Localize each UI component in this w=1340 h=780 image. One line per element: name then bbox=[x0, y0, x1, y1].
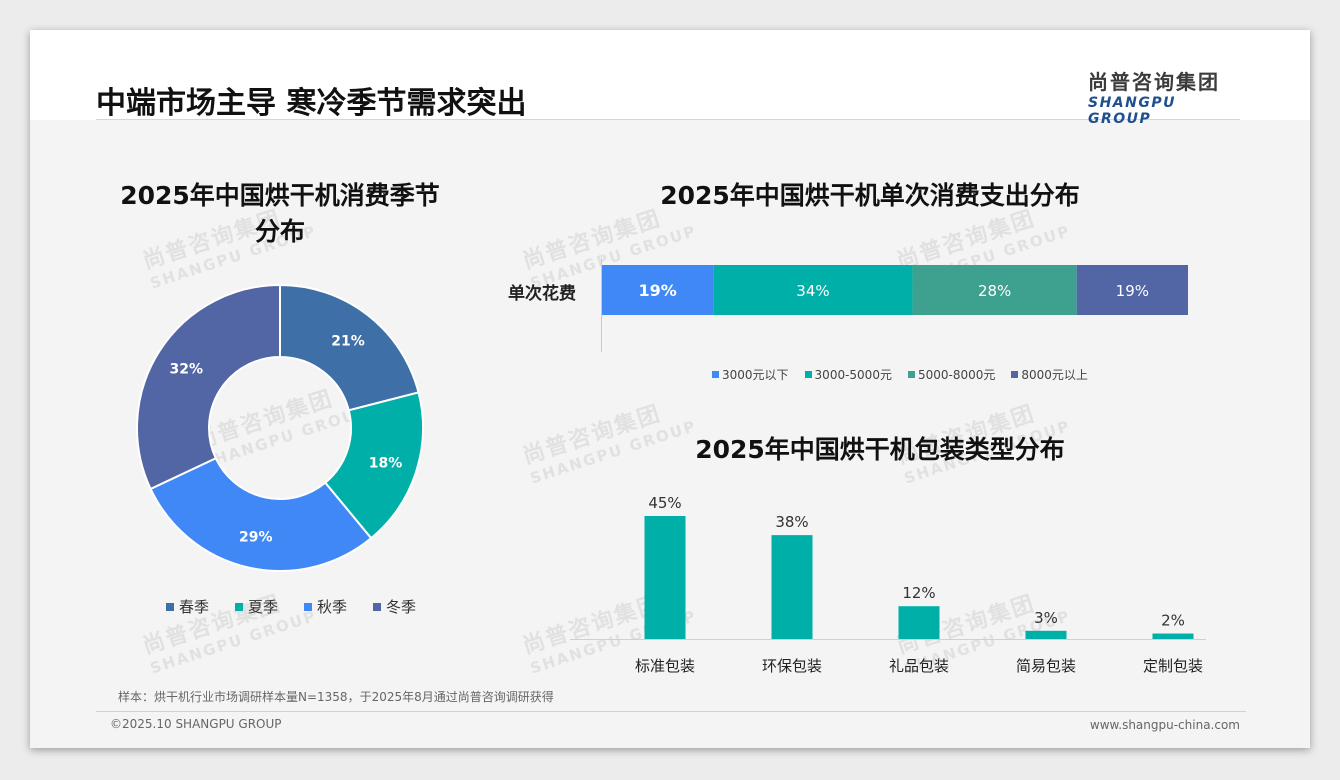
slide: 中端市场主导 寒冷季节需求突出 尚普咨询集团 SHANGPU GROUP 尚普咨… bbox=[30, 30, 1310, 748]
logo-cn-text: 尚普咨询集团 bbox=[1088, 70, 1220, 94]
legend-item: 5000-8000元 bbox=[907, 366, 996, 383]
footer-divider bbox=[96, 711, 1246, 712]
legend-item: 春季 bbox=[166, 596, 209, 617]
column-data-label: 2% bbox=[1161, 612, 1185, 630]
column-category-label: 环保包装 bbox=[762, 657, 822, 675]
donut-data-label: 29% bbox=[239, 529, 273, 545]
logo-en-text: SHANGPU GROUP bbox=[1088, 95, 1176, 127]
legend-swatch bbox=[804, 371, 812, 378]
watermark: 尚普咨询集团 SHANGPU GROUP bbox=[139, 591, 319, 678]
legend-label: 3000元以下 bbox=[722, 368, 789, 382]
stack-segment-3 bbox=[912, 265, 1077, 315]
legend-label: 冬季 bbox=[386, 598, 417, 616]
legend-item: 冬季 bbox=[373, 596, 416, 617]
spend-stacked-bar-chart: 19% 34% 28% 19% bbox=[601, 258, 1188, 352]
legend-item: 8000元以上 bbox=[1011, 366, 1088, 383]
donut-data-label: 21% bbox=[331, 333, 365, 349]
legend-item: 3000元以下 bbox=[712, 366, 789, 383]
legend-swatch bbox=[907, 371, 915, 378]
header-divider bbox=[96, 119, 1240, 120]
legend-swatch bbox=[304, 602, 313, 611]
spend-chart-title: 2025年中国烘干机单次消费支出分布 bbox=[660, 181, 1080, 210]
legend-label: 3000-5000元 bbox=[814, 368, 892, 382]
column-category-label: 定制包装 bbox=[1143, 657, 1203, 675]
footer-copyright: ©2025.10 SHANGPU GROUP bbox=[110, 717, 282, 731]
legend-label: 秋季 bbox=[317, 598, 348, 616]
sample-note: 样本：烘干机行业市场调研样本量N=1358，于2025年8月通过尚普咨询调研获得 bbox=[118, 690, 554, 704]
page-title: 中端市场主导 寒冷季节需求突出 bbox=[96, 86, 527, 121]
spend-row-label: 单次花费 bbox=[508, 284, 576, 304]
legend-swatch bbox=[1011, 371, 1019, 378]
column-data-label: 38% bbox=[775, 513, 808, 531]
stack-data-label: 34% bbox=[796, 282, 829, 300]
donut-slice-2 bbox=[323, 391, 424, 540]
package-column-chart: 45% 标准包装 38% 环保包装 12% 礼品包装 3% 简易包装 2% 定制包装 bbox=[570, 494, 1206, 675]
column-bar-4 bbox=[1025, 630, 1067, 639]
logo: 尚普咨询集团 SHANGPU GROUP bbox=[1088, 66, 1238, 127]
column-bar-5 bbox=[1152, 633, 1194, 639]
stack-segment-4 bbox=[1076, 265, 1188, 315]
season-donut-chart: 21% 18% 29% 32% bbox=[136, 283, 424, 572]
legend-swatch bbox=[166, 602, 174, 611]
column-data-label: 3% bbox=[1034, 609, 1058, 627]
stack-segment-2 bbox=[713, 265, 913, 315]
header-band bbox=[30, 30, 1310, 120]
footer-website[interactable]: www.shangpu-china.com bbox=[1089, 718, 1240, 732]
stack-segment-1 bbox=[602, 265, 714, 315]
donut-data-label: 32% bbox=[170, 362, 204, 378]
legend-swatch bbox=[712, 371, 719, 378]
season-legend: 春季 夏季 秋季 冬季 bbox=[166, 596, 442, 617]
donut-slice-1 bbox=[279, 283, 420, 412]
legend-item: 秋季 bbox=[304, 596, 347, 617]
legend-item: 3000-5000元 bbox=[804, 366, 892, 383]
legend-label: 5000-8000元 bbox=[917, 368, 996, 382]
legend-swatch bbox=[373, 602, 382, 611]
spend-legend: 3000元以下 3000-5000元 5000-8000元 8000元以上 bbox=[712, 366, 1104, 383]
donut-data-label: 18% bbox=[369, 455, 403, 471]
column-category-label: 礼品包装 bbox=[889, 657, 949, 675]
column-bar-2 bbox=[771, 535, 813, 639]
column-category-label: 简易包装 bbox=[1016, 657, 1076, 675]
legend-label: 春季 bbox=[179, 598, 210, 616]
column-data-label: 12% bbox=[902, 584, 935, 602]
column-category-label: 标准包装 bbox=[635, 657, 695, 675]
column-bar-3 bbox=[898, 606, 940, 639]
donut-slice-4 bbox=[136, 283, 281, 491]
legend-item: 夏季 bbox=[235, 596, 278, 617]
donut-slice-3 bbox=[149, 456, 373, 572]
legend-swatch bbox=[235, 602, 244, 611]
season-chart-title: 2025年中国烘干机消费季节分布 bbox=[120, 181, 440, 246]
stack-data-label: 28% bbox=[978, 282, 1011, 300]
stack-data-label: 19% bbox=[639, 281, 677, 300]
legend-label: 8000元以上 bbox=[1021, 368, 1088, 382]
package-chart-title: 2025年中国烘干机包装类型分布 bbox=[695, 435, 1065, 464]
stack-data-label: 19% bbox=[1116, 282, 1149, 300]
legend-label: 夏季 bbox=[248, 598, 279, 616]
column-data-label: 45% bbox=[648, 494, 681, 512]
column-bar-1 bbox=[644, 516, 686, 639]
